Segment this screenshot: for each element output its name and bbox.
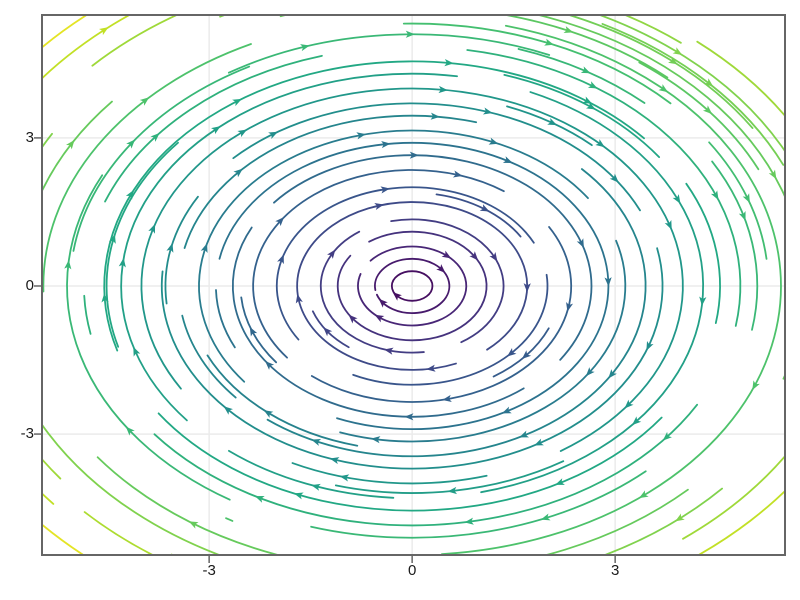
y-tick-label: -3 — [20, 425, 34, 443]
x-tick-label: 3 — [610, 562, 620, 579]
y-tick-label: 3 — [25, 128, 34, 146]
x-tick-label: 0 — [407, 562, 417, 579]
y-tick-label: 0 — [25, 276, 34, 294]
x-tick-label: -3 — [202, 562, 216, 579]
